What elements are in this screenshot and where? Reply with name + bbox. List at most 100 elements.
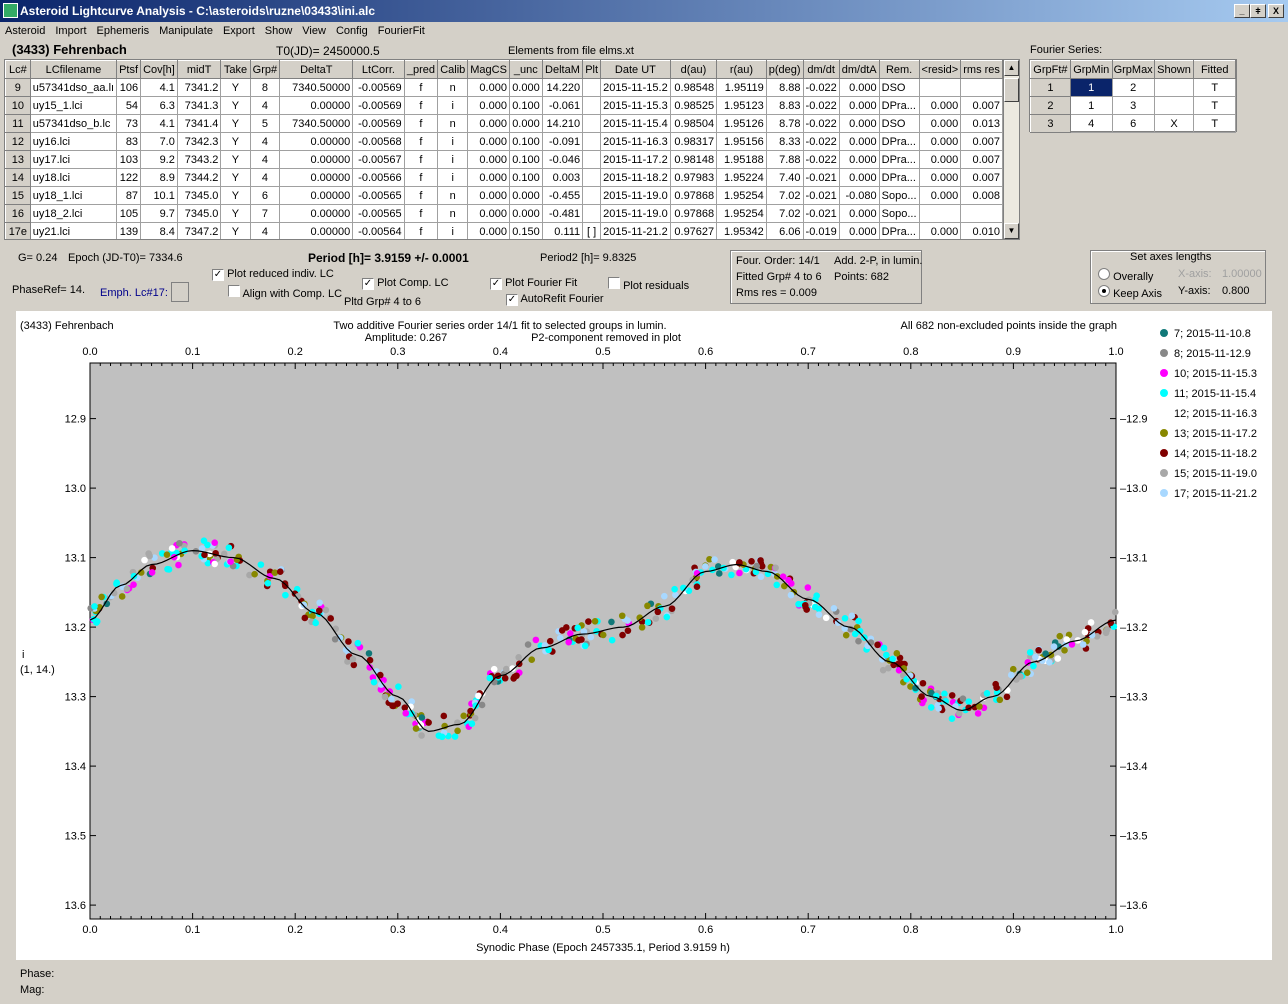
table-cell[interactable]: 54 (116, 96, 142, 115)
table-cell[interactable]: -0.022 (802, 132, 840, 151)
align-checkbox[interactable]: Align with Comp. LC (228, 285, 342, 300)
table-cell[interactable]: f (403, 150, 439, 169)
column-header[interactable]: d(au) (669, 60, 718, 79)
table-cell[interactable]: 7347.2 (176, 222, 222, 239)
table-cell[interactable]: -0.00565 (352, 186, 405, 205)
table-cell[interactable] (582, 78, 602, 97)
table-cell[interactable]: -0.022 (802, 150, 840, 169)
table-cell[interactable]: 7.02 (765, 186, 804, 205)
table-cell[interactable] (582, 168, 602, 187)
table-cell[interactable]: 0.007 (960, 150, 1003, 169)
column-header[interactable]: Grp# (249, 60, 281, 79)
table-cell[interactable]: 7341.3 (176, 96, 222, 115)
table-cell[interactable]: 0.97983 (669, 168, 718, 187)
table-cell[interactable]: 0.000 (508, 186, 543, 205)
table-cell[interactable]: 0.000 (918, 114, 962, 133)
table-cell[interactable]: 4 (249, 150, 281, 169)
menu-import[interactable]: Import (55, 25, 87, 37)
table-cell[interactable]: Y (220, 114, 251, 133)
table-cell[interactable]: 2015-11-17.2 (600, 150, 671, 169)
menu-show[interactable]: Show (264, 25, 293, 37)
table-cell[interactable]: 2015-11-18.2 (600, 168, 671, 187)
table-cell[interactable]: u57341dso_aa.lı (29, 78, 118, 97)
menu-view[interactable]: View (302, 25, 326, 37)
plot-residuals-checkbox[interactable]: Plot residuals (608, 277, 689, 292)
table-cell[interactable]: uy18_2.lci (29, 204, 118, 223)
table-cell[interactable]: f (403, 186, 439, 205)
table-cell[interactable]: uy17.lci (29, 150, 118, 169)
table-cell[interactable]: 0.111 (541, 222, 584, 239)
table-cell[interactable]: f (403, 168, 439, 187)
column-header[interactable]: Rem. (878, 60, 920, 79)
table-row[interactable]: 9 u57341dso_aa.lı 106 4.1 7341.2 Y 8 7340.50000… (5, 78, 1003, 97)
scroll-up-icon[interactable]: ▲ (1004, 60, 1019, 76)
table-cell[interactable]: f (403, 204, 439, 223)
table-cell[interactable]: 0.98317 (669, 132, 718, 151)
column-header[interactable]: Plt (582, 60, 602, 79)
table-cell[interactable]: 4.1 (140, 78, 178, 97)
table-cell[interactable]: -0.00564 (352, 222, 405, 239)
plot-reduced-checkbox[interactable]: ✓ Plot reduced indiv. LC (212, 268, 334, 281)
table-cell[interactable]: i (437, 150, 469, 169)
table-cell[interactable]: 0.97627 (669, 222, 718, 239)
table-cell[interactable]: [ ] (582, 222, 602, 239)
maximize-button[interactable]: ǂ (1250, 4, 1266, 18)
table-cell[interactable]: 9.7 (140, 204, 178, 223)
table-cell[interactable]: 7344.2 (176, 168, 222, 187)
table-cell[interactable]: 7341.2 (176, 78, 222, 97)
table-cell[interactable]: 0.000 (467, 168, 510, 187)
table-cell[interactable]: 0.100 (508, 132, 543, 151)
column-header[interactable]: DeltaM (541, 60, 584, 79)
table-cell[interactable]: 4 (249, 132, 281, 151)
column-header[interactable]: Take (220, 60, 251, 79)
table-cell[interactable]: 0.013 (960, 114, 1003, 133)
table-cell[interactable]: 0.98548 (669, 78, 718, 97)
menu-ephemeris[interactable]: Ephemeris (96, 25, 150, 37)
table-cell[interactable]: -0.00565 (352, 204, 405, 223)
table-cell[interactable]: 8.88 (765, 78, 804, 97)
table-cell[interactable]: 2015-11-19.0 (600, 204, 671, 223)
table-cell[interactable] (918, 78, 962, 97)
table-row[interactable]: 12 uy16.lci 83 7.0 7342.3 Y 4 0.00000 -0.00568 f i… (5, 132, 1003, 151)
table-cell[interactable]: 0.000 (918, 150, 962, 169)
table-cell[interactable]: 1.95123 (716, 96, 767, 115)
table-cell[interactable]: 7341.4 (176, 114, 222, 133)
table-cell[interactable] (582, 114, 602, 133)
table-cell[interactable]: f (403, 132, 439, 151)
column-header[interactable]: r(au) (716, 60, 767, 79)
table-cell[interactable]: 0.000 (838, 96, 880, 115)
minimize-button[interactable]: _ (1234, 4, 1250, 18)
table-cell[interactable]: 14 (5, 168, 31, 187)
table-cell[interactable]: 16 (5, 204, 31, 223)
table-cell[interactable]: 0.100 (508, 96, 543, 115)
table-cell[interactable]: 9 (5, 78, 31, 97)
table-cell[interactable]: 2015-11-16.3 (600, 132, 671, 151)
table-cell[interactable]: 4 (249, 222, 281, 239)
table-cell[interactable]: 7.02 (765, 204, 804, 223)
table-cell[interactable]: 0.00000 (279, 222, 354, 239)
table-cell[interactable]: DPra... (878, 132, 920, 151)
table-cell[interactable]: 7342.3 (176, 132, 222, 151)
column-header[interactable]: midT (176, 60, 222, 79)
table-cell[interactable]: 1.95119 (716, 78, 767, 97)
fourier-cell[interactable]: T (1193, 114, 1236, 133)
table-cell[interactable]: 0.008 (960, 186, 1003, 205)
fourier-cell[interactable]: T (1193, 96, 1236, 115)
fourier-cell[interactable]: T (1193, 78, 1236, 97)
table-cell[interactable]: 11 (5, 114, 31, 133)
table-cell[interactable]: 7340.50000 (279, 78, 354, 97)
table-cell[interactable]: 8.78 (765, 114, 804, 133)
table-cell[interactable]: 7343.2 (176, 150, 222, 169)
table-cell[interactable]: 8.83 (765, 96, 804, 115)
table-row[interactable]: 10 uy15_1.lci 54 6.3 7341.3 Y 4 0.00000 -0.00569… (5, 96, 1003, 115)
table-cell[interactable]: 4.1 (140, 114, 178, 133)
table-cell[interactable]: 7340.50000 (279, 114, 354, 133)
table-cell[interactable]: 0.00000 (279, 186, 354, 205)
menu-config[interactable]: Config (335, 25, 368, 37)
column-header[interactable]: _pred (403, 60, 439, 79)
table-cell[interactable]: Y (220, 204, 251, 223)
scroll-down-icon[interactable]: ▼ (1004, 223, 1019, 239)
column-header[interactable]: <resid> (918, 60, 962, 79)
autorefit-checkbox[interactable]: ✓ AutoRefit Fourier (506, 293, 604, 306)
